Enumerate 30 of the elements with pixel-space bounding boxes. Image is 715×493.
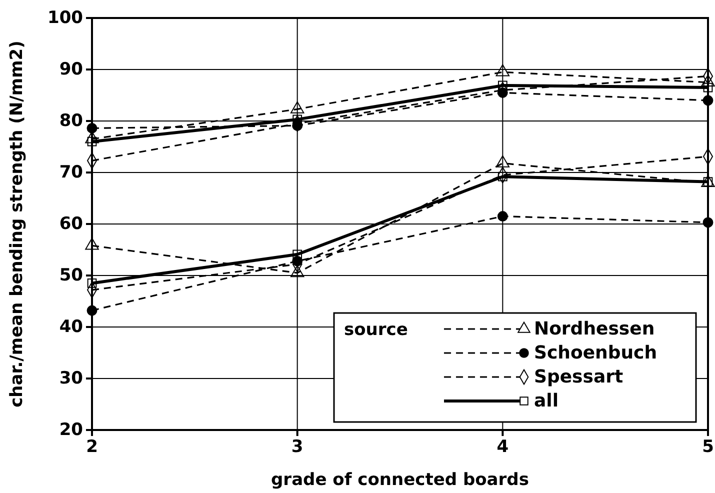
point xyxy=(86,305,98,316)
x-tick-label: 2 xyxy=(86,437,98,457)
y-tick-label: 50 xyxy=(59,266,84,286)
point xyxy=(703,82,713,92)
legend-label: all xyxy=(534,390,558,412)
point xyxy=(87,278,97,288)
point xyxy=(497,211,508,222)
y-tick-label: 90 xyxy=(59,60,84,80)
point xyxy=(702,217,714,228)
x-axis-title: grade of connected boards xyxy=(271,470,529,490)
legend-label: Nordhessen xyxy=(534,318,655,340)
legend-label: Schoenbuch xyxy=(534,342,658,364)
y-tick-label: 40 xyxy=(59,317,84,337)
y-tick-label: 30 xyxy=(59,368,84,388)
legend-label: Spessart xyxy=(534,366,624,388)
y-tick-label: 60 xyxy=(59,214,84,234)
point xyxy=(86,123,98,134)
y-tick-label: 100 xyxy=(48,8,84,28)
point xyxy=(701,74,715,87)
x-tick-label: 3 xyxy=(291,437,304,457)
y-axis-title: char./mean bending strength (N/mm2) xyxy=(7,40,27,408)
y-tick-label: 80 xyxy=(59,111,84,131)
y-tick-label: 70 xyxy=(59,162,84,182)
point xyxy=(702,95,714,106)
point xyxy=(498,80,508,90)
x-tick-label: 5 xyxy=(702,437,714,457)
point xyxy=(292,250,302,260)
legend-title: source xyxy=(344,320,408,340)
y-tick-label: 20 xyxy=(59,420,84,440)
x-tick-label: 4 xyxy=(496,437,509,457)
